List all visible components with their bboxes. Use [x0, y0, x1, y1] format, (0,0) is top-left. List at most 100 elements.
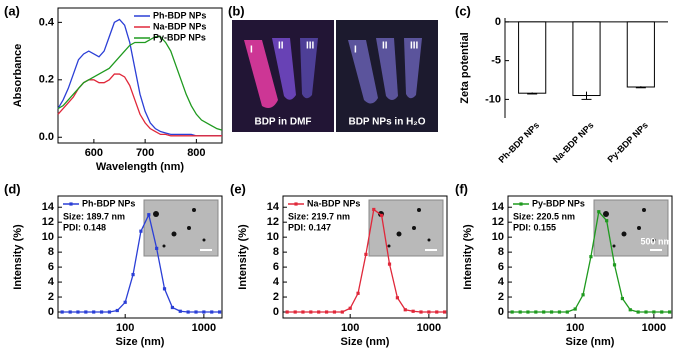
y-tick-label: 2 — [273, 291, 279, 303]
scale-bar-label: 500 nm — [640, 236, 671, 246]
y-tick-label: 12 — [267, 216, 279, 228]
inset-particle — [387, 244, 391, 248]
data-point — [301, 310, 305, 314]
data-point — [324, 310, 329, 314]
inset-particle — [202, 238, 206, 242]
data-point — [170, 305, 174, 310]
y-tick-label: 6 — [273, 261, 279, 273]
y-tick-label: 0 — [495, 16, 501, 28]
y-tick-label: 14 — [267, 201, 280, 213]
legend-label: Py-BDP NPs — [532, 198, 585, 208]
data-point — [372, 207, 376, 212]
x-tick-label: 1000 — [417, 322, 441, 334]
inset-particle — [192, 208, 196, 212]
tube — [376, 38, 398, 100]
plot-frame — [57, 7, 223, 144]
data-point — [403, 308, 407, 312]
data-point — [557, 310, 562, 314]
y-axis-label: Intensity (%) — [462, 224, 474, 290]
legend-marker — [519, 202, 523, 206]
y-tick-label: 0.4 — [39, 16, 55, 28]
tube — [404, 38, 422, 99]
inset-particle — [603, 211, 609, 217]
error-bar — [527, 92, 538, 95]
panel-label: (e) — [230, 181, 246, 196]
data-point — [565, 310, 569, 314]
data-point — [178, 309, 182, 313]
data-point — [573, 307, 577, 311]
data-point — [652, 310, 656, 314]
data-point — [218, 310, 222, 314]
data-point — [155, 246, 159, 250]
data-point — [395, 296, 399, 300]
y-axis-label: Intensity (%) — [237, 224, 249, 290]
data-point — [92, 310, 96, 314]
x-tick-label: 600 — [85, 147, 103, 159]
panel-label: (d) — [4, 181, 21, 196]
data-point — [147, 213, 151, 217]
x-axis-label: Size (nm) — [566, 336, 615, 348]
inset-particle — [162, 244, 166, 248]
data-point — [589, 255, 593, 259]
x-axis-label: Size (nm) — [116, 336, 165, 348]
data-point — [620, 296, 624, 301]
data-point — [636, 310, 640, 314]
y-tick-label: 14 — [42, 201, 55, 213]
inset-particle — [642, 208, 646, 212]
y-tick-label: 6 — [48, 261, 54, 273]
inset-particle — [412, 226, 416, 230]
inset-particle — [153, 211, 159, 217]
x-tick-label: 1000 — [192, 322, 216, 334]
data-point — [131, 272, 135, 277]
data-point — [186, 310, 190, 314]
data-point — [534, 310, 538, 314]
y-tick-label: 0.2 — [39, 74, 54, 86]
data-point — [210, 310, 214, 314]
data-point — [510, 310, 514, 314]
tube — [244, 40, 278, 108]
inset-particle — [187, 226, 191, 230]
y-tick-label: 0.0 — [39, 131, 54, 143]
tube-label: I — [250, 45, 253, 56]
inset-image — [368, 199, 444, 257]
inset-particle — [396, 231, 402, 237]
x-tick-label: 800 — [187, 147, 205, 159]
data-point — [115, 308, 119, 313]
y-axis-label: Absorbance — [12, 44, 24, 108]
data-point — [285, 310, 289, 314]
legend-label: Py-BDP NPs — [153, 32, 206, 42]
y-tick-label: 10 — [42, 231, 54, 243]
legend-marker — [294, 202, 298, 206]
plot-frame — [507, 195, 673, 319]
tube-label: III — [306, 41, 315, 52]
y-tick-label: -5 — [491, 55, 501, 67]
inset-particle — [417, 208, 421, 212]
y-tick-label: 8 — [48, 246, 54, 258]
data-point — [542, 310, 546, 314]
panel-label: (c) — [455, 3, 471, 18]
data-point — [68, 310, 72, 314]
data-point — [107, 310, 112, 314]
data-point — [123, 300, 127, 304]
panel-label: (b) — [228, 3, 245, 18]
y-axis-label: Intensity (%) — [12, 224, 24, 290]
x-tick-label: Na-BDP NPs — [551, 120, 596, 165]
legend-label: Na-BDP NPs — [153, 21, 206, 31]
data-point — [581, 293, 585, 297]
data-point — [518, 310, 522, 314]
series-line — [57, 36, 223, 131]
data-point — [419, 310, 423, 314]
data-point — [612, 263, 617, 267]
data-point — [628, 308, 632, 312]
x-axis-label: Size (nm) — [341, 336, 390, 348]
data-point — [668, 310, 672, 314]
y-tick-label: 8 — [498, 246, 504, 258]
data-point — [293, 310, 297, 314]
x-tick-label: Ph-BDP NPs — [496, 120, 541, 165]
data-point — [99, 310, 104, 314]
y-tick-label: 4 — [48, 276, 55, 288]
data-point — [348, 306, 352, 310]
data-point — [597, 210, 601, 214]
tube-label: II — [382, 41, 388, 52]
